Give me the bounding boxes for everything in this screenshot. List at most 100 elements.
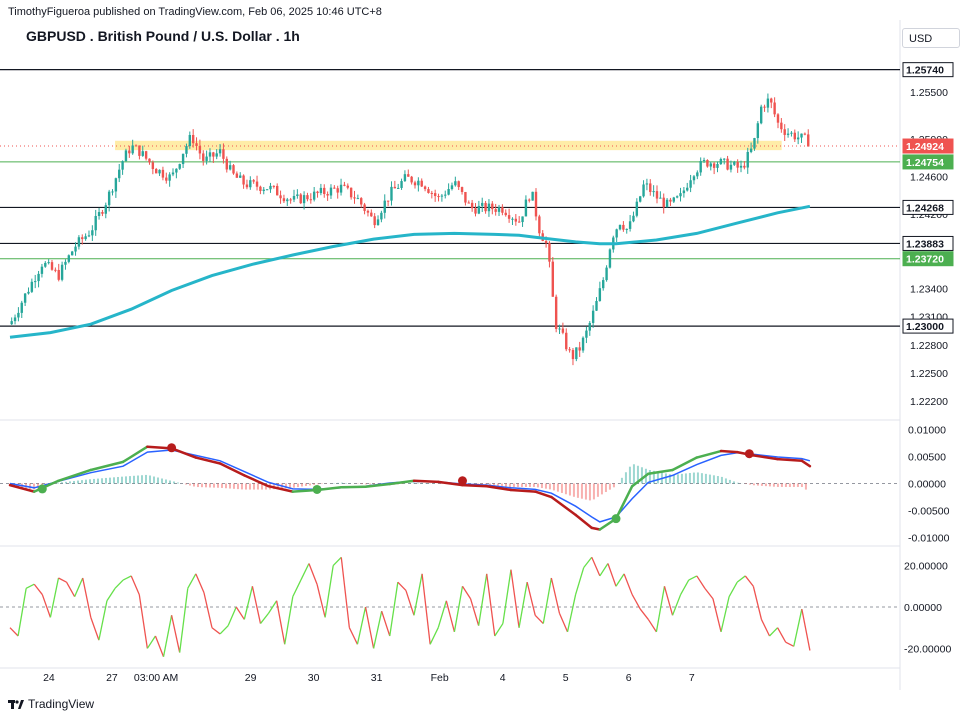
candle-body	[349, 187, 353, 198]
candle-body	[743, 165, 746, 168]
candle-body	[222, 149, 225, 159]
candle-body	[54, 269, 57, 271]
macd-line-segment	[340, 485, 367, 489]
osc-line-segment	[671, 594, 682, 616]
osc-line-segment	[25, 583, 35, 589]
candle-body	[27, 291, 30, 294]
candle-body	[195, 143, 198, 146]
osc-line-segment	[170, 615, 181, 653]
macd-histogram-bar	[284, 483, 287, 489]
candle-body	[776, 114, 780, 123]
osc-line-segment	[801, 608, 811, 651]
level-price-tag	[902, 199, 954, 215]
osc-line-segment	[300, 563, 310, 581]
osc-line-segment	[429, 627, 439, 645]
symbol-title[interactable]: GBPUSD . British Pound / U.S. Dollar . 1…	[26, 28, 300, 44]
candle-body	[534, 191, 538, 217]
candle-body	[437, 196, 440, 198]
time-axis-tick: 6	[626, 672, 632, 684]
macd-line-segment	[8, 483, 36, 493]
candle-body	[17, 312, 20, 318]
macd-histogram-bar	[316, 483, 319, 485]
macd-histogram-bar	[700, 473, 703, 484]
candle-body	[171, 172, 175, 175]
currency-selector[interactable]: USD	[902, 28, 960, 48]
macd-histogram-bar	[516, 483, 519, 487]
candle-body	[262, 189, 265, 191]
candle-body	[339, 184, 343, 193]
candle-body	[763, 106, 766, 108]
candle-body	[114, 178, 118, 192]
candle-body	[396, 187, 400, 189]
candle-body	[242, 175, 245, 185]
candle-body	[343, 184, 346, 186]
osc-line-segment	[494, 623, 504, 637]
candle-body	[662, 197, 665, 208]
osc-line-segment	[284, 596, 294, 645]
macd-histogram-bar	[748, 483, 751, 485]
candle-body	[699, 161, 702, 173]
time-axis-tick: 27	[106, 672, 118, 684]
candle-body	[252, 180, 255, 182]
candle-body	[175, 168, 178, 173]
candle-body	[444, 194, 447, 196]
candle-body	[245, 184, 249, 188]
candle-body	[454, 181, 457, 186]
macd-histogram-bar	[320, 483, 323, 485]
osc-line-segment	[752, 586, 763, 620]
macd-histogram-bar	[784, 483, 787, 487]
candle-body	[228, 165, 232, 170]
candle-body	[770, 98, 773, 103]
candle-body	[400, 181, 403, 188]
candle-body	[366, 210, 370, 213]
ema-line	[9, 204, 811, 339]
candle-body	[131, 145, 134, 154]
candle-body	[165, 177, 168, 181]
macd-axis-tick: 0.00000	[908, 479, 946, 491]
candle-body	[803, 133, 807, 135]
osc-line-segment	[712, 598, 722, 633]
macd-histogram-bar	[32, 483, 35, 490]
osc-line-segment	[162, 615, 173, 657]
osc-line-segment	[219, 625, 229, 635]
osc-line-segment	[510, 569, 520, 628]
candle-body	[679, 193, 682, 197]
macd-histogram-bar	[564, 483, 567, 495]
candle-body	[528, 199, 531, 201]
macd-histogram-bar	[168, 480, 171, 484]
macd-histogram-bar	[800, 483, 803, 488]
candle-body	[380, 212, 383, 220]
macd-histogram-bar	[344, 482, 347, 484]
candle-body	[188, 134, 192, 147]
candle-body	[598, 288, 602, 301]
candle-body	[91, 230, 94, 236]
macd-histogram-bar	[628, 466, 631, 484]
candle-body	[716, 164, 719, 168]
footer-brand[interactable]: TradingView	[8, 697, 94, 711]
candle-body	[212, 152, 215, 157]
macd-histogram-bar	[716, 476, 719, 484]
osc-line-segment	[187, 573, 197, 589]
candle-body	[269, 185, 272, 190]
candle-body	[749, 148, 753, 152]
macd-histogram-bar	[528, 483, 531, 487]
macd-histogram-bar	[264, 483, 267, 490]
candle-body	[575, 347, 578, 360]
candle-body	[474, 208, 477, 214]
macd-histogram-bar	[604, 483, 607, 493]
macd-histogram-bar	[580, 483, 583, 499]
macd-histogram-bar	[728, 479, 731, 484]
osc-line-segment	[114, 579, 124, 589]
macd-histogram-bar	[588, 483, 591, 501]
macd-histogram-bar	[36, 483, 39, 489]
osc-line-segment	[421, 573, 431, 645]
candle-body	[124, 150, 128, 162]
osc-line-segment	[477, 573, 488, 626]
candle-body	[635, 201, 639, 216]
candle-body	[407, 174, 410, 177]
macd-histogram-bar	[608, 483, 611, 490]
macd-cross-marker	[457, 476, 467, 486]
osc-line-segment	[696, 575, 706, 589]
candle-body	[571, 350, 575, 360]
